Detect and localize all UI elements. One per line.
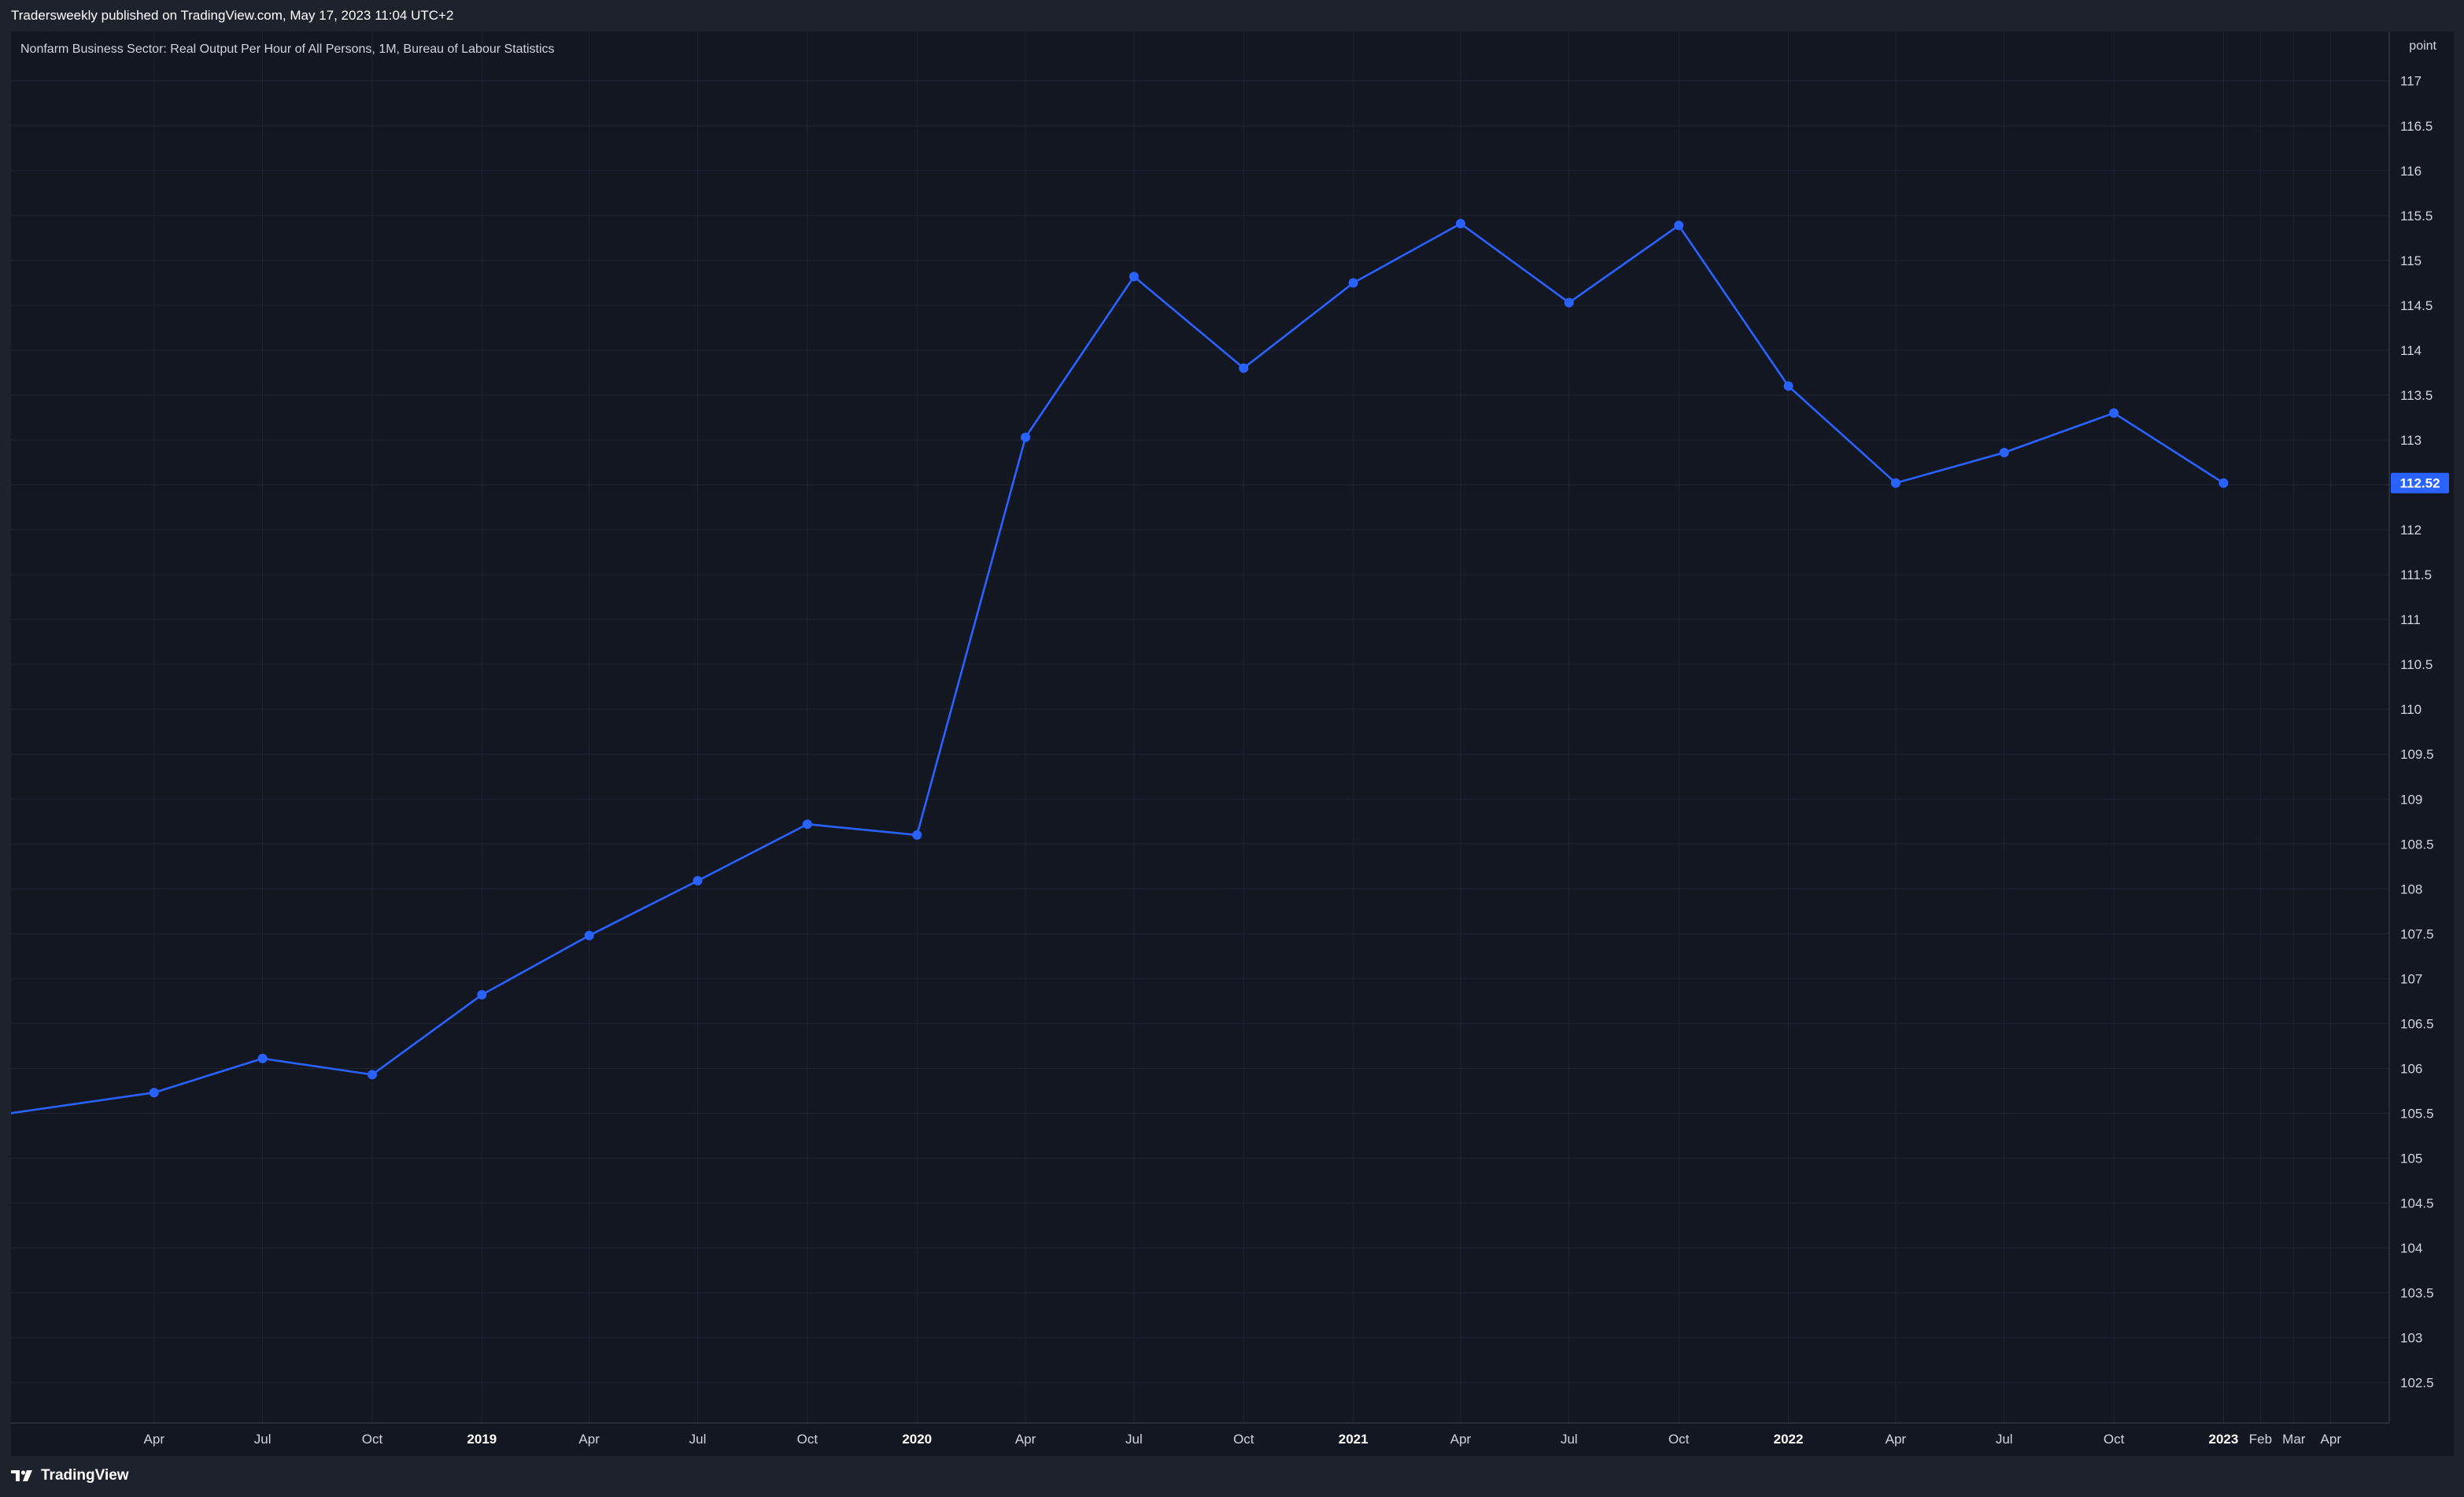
series-line[interactable] [11, 222, 2225, 1114]
y-tick-label: 105.5 [2400, 1106, 2434, 1121]
data-point[interactable] [1239, 363, 1249, 373]
data-point[interactable] [1564, 298, 1574, 308]
x-tick-label: Mar [2282, 1432, 2306, 1447]
tradingview-brand[interactable]: TradingView [11, 1467, 129, 1484]
y-tick-label: 114.5 [2400, 298, 2433, 313]
publisher-header: Tradersweekly published on TradingView.c… [0, 0, 2464, 31]
y-tick-label: 116 [2400, 164, 2422, 179]
x-tick-label: Jul [1561, 1432, 1578, 1447]
y-tick-label: 110 [2400, 702, 2422, 717]
x-tick-label: 2019 [467, 1432, 497, 1447]
y-tick-label: 108 [2400, 882, 2422, 896]
y-tick-label: 109 [2400, 792, 2422, 807]
y-tick-label: 117 [2400, 74, 2422, 89]
y-tick-label: 113 [2400, 433, 2422, 448]
y-tick-label: 106.5 [2400, 1016, 2434, 1031]
data-point[interactable] [1348, 278, 1358, 288]
y-tick-label: 105 [2400, 1151, 2422, 1166]
y-tick-label: 116.5 [2400, 119, 2433, 134]
last-value-label: 112.52 [2399, 476, 2440, 491]
y-tick-label: 115 [2400, 253, 2422, 268]
data-point[interactable] [367, 1070, 377, 1080]
y-tick-label: 108.5 [2400, 837, 2434, 852]
data-point[interactable] [1890, 478, 1901, 488]
publisher-line: Tradersweekly published on TradingView.c… [11, 8, 454, 23]
data-point[interactable] [1674, 220, 1684, 231]
chart-title: Nonfarm Business Sector: Real Output Per… [20, 43, 555, 56]
x-tick-label: Oct [1233, 1432, 1254, 1447]
x-tick-label: 2023 [2209, 1432, 2239, 1447]
y-tick-label: 113.5 [2400, 388, 2433, 403]
data-point[interactable] [802, 819, 812, 830]
data-point[interactable] [1129, 272, 1139, 282]
y-tick-label: 104.5 [2400, 1196, 2434, 1211]
x-tick-label: Oct [1668, 1432, 1690, 1447]
y-tick-label: 106 [2400, 1061, 2422, 1076]
x-tick-label: Apr [1886, 1432, 1907, 1447]
x-tick-label: Feb [2249, 1432, 2272, 1447]
x-tick-label: Apr [144, 1432, 165, 1447]
data-point[interactable] [149, 1088, 159, 1098]
x-tick-label: Jul [254, 1432, 272, 1447]
y-tick-label: 104 [2400, 1241, 2422, 1256]
x-tick-label: 2022 [1774, 1432, 1804, 1447]
data-point[interactable] [912, 830, 922, 840]
y-tick-label: 110.5 [2400, 657, 2433, 672]
line-chart[interactable]: 102.5 103 103.5 104 104.5 105 105.5 106 106.5 107… [11, 31, 2454, 1456]
x-tick-label: Jul [1125, 1432, 1143, 1447]
x-tick-label: Oct [362, 1432, 383, 1447]
data-point[interactable] [2218, 478, 2229, 488]
data-point[interactable] [1999, 447, 2009, 457]
brand-label: TradingView [41, 1467, 129, 1484]
x-tick-label: Jul [689, 1432, 707, 1447]
last-value-badge [2391, 472, 2449, 493]
data-point[interactable] [584, 930, 594, 941]
x-tick-label: Jul [1996, 1432, 2013, 1447]
price-scale-unit: point [2409, 39, 2436, 53]
y-tick-label: 111 [2400, 612, 2421, 627]
x-tick-label: Oct [2104, 1432, 2125, 1447]
y-tick-label: 103.5 [2400, 1286, 2434, 1301]
x-tick-label: Oct [797, 1432, 818, 1447]
y-tick-label: 109.5 [2400, 747, 2434, 762]
y-tick-label: 102.5 [2400, 1376, 2434, 1391]
y-tick-label: 112 [2400, 523, 2422, 538]
y-tick-label: 107 [2400, 971, 2422, 986]
x-tick-label: Apr [1450, 1432, 1472, 1447]
data-point[interactable] [1783, 381, 1794, 391]
data-point[interactable] [2109, 408, 2119, 418]
chart-panel[interactable]: 102.5 103 103.5 104 104.5 105 105.5 106 106.5 107… [11, 31, 2454, 1456]
y-tick-label: 111.5 [2400, 567, 2432, 582]
x-tick-label: 2021 [1339, 1432, 1369, 1447]
x-tick-label: 2020 [902, 1432, 932, 1447]
y-tick-label: 103 [2400, 1331, 2422, 1346]
y-tick-label: 115.5 [2400, 209, 2433, 224]
x-tick-label: Apr [2321, 1432, 2342, 1447]
y-tick-label: 114 [2400, 343, 2422, 358]
data-point[interactable] [1021, 432, 1031, 442]
y-tick-label: 107.5 [2400, 926, 2434, 941]
data-point[interactable] [477, 989, 487, 1000]
tradingview-logo-icon [11, 1470, 32, 1481]
data-point[interactable] [693, 876, 703, 886]
footer: TradingView [0, 1456, 2464, 1497]
data-point[interactable] [257, 1053, 268, 1063]
x-tick-label: Apr [1015, 1432, 1036, 1447]
data-point[interactable] [1455, 219, 1465, 229]
x-tick-label: Apr [578, 1432, 600, 1447]
